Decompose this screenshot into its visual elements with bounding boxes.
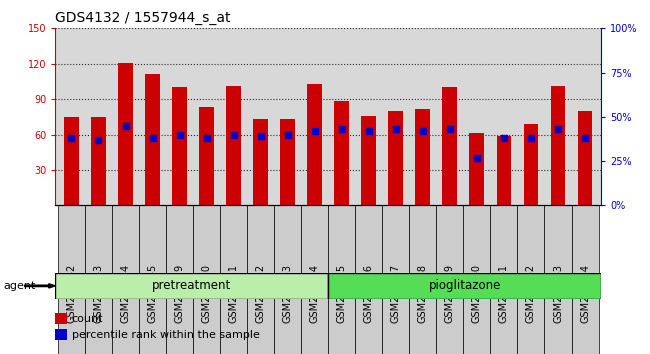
- Point: [363, 128, 374, 134]
- Point: [120, 123, 131, 129]
- Bar: [436, 205, 463, 354]
- Bar: [166, 205, 193, 354]
- Bar: [334, 102, 349, 205]
- Bar: [58, 205, 85, 354]
- Point: [337, 126, 347, 132]
- Point: [499, 135, 509, 141]
- Bar: [389, 111, 403, 205]
- Bar: [361, 116, 376, 205]
- Text: GSM201833: GSM201833: [283, 264, 292, 323]
- Point: [228, 132, 239, 137]
- Point: [445, 126, 455, 132]
- Bar: [280, 119, 295, 205]
- Bar: [469, 133, 484, 205]
- Bar: [491, 205, 517, 354]
- Point: [309, 128, 320, 134]
- Bar: [199, 107, 214, 205]
- Point: [526, 135, 536, 141]
- Text: agent: agent: [3, 281, 36, 291]
- Bar: [356, 205, 382, 354]
- Point: [580, 135, 590, 141]
- Point: [148, 135, 158, 141]
- Text: GSM201544: GSM201544: [120, 264, 131, 324]
- Bar: [112, 205, 139, 354]
- Bar: [571, 205, 599, 354]
- Text: GSM201830: GSM201830: [202, 264, 212, 323]
- Text: GSM201831: GSM201831: [229, 264, 239, 323]
- Text: GSM201542: GSM201542: [66, 264, 77, 324]
- Bar: [247, 205, 274, 354]
- Bar: [382, 205, 410, 354]
- Bar: [301, 205, 328, 354]
- Bar: [193, 205, 220, 354]
- Text: GSM201838: GSM201838: [418, 264, 428, 323]
- Point: [174, 132, 185, 137]
- Bar: [463, 205, 491, 354]
- Text: GSM201844: GSM201844: [580, 264, 590, 323]
- Bar: [443, 87, 458, 205]
- Bar: [545, 205, 571, 354]
- Text: GSM201832: GSM201832: [255, 264, 266, 324]
- Text: GSM201842: GSM201842: [526, 264, 536, 324]
- Bar: [172, 87, 187, 205]
- Bar: [415, 109, 430, 205]
- Text: GSM201543: GSM201543: [94, 264, 103, 324]
- Text: GSM201837: GSM201837: [391, 264, 401, 324]
- Bar: [91, 117, 106, 205]
- Point: [391, 126, 401, 132]
- Text: GSM201840: GSM201840: [472, 264, 482, 323]
- Bar: [410, 205, 436, 354]
- Bar: [220, 205, 247, 354]
- Bar: [328, 205, 356, 354]
- Text: GSM201545: GSM201545: [148, 264, 157, 324]
- Bar: [328, 273, 601, 299]
- Bar: [226, 86, 241, 205]
- Point: [94, 137, 104, 143]
- Text: GSM201829: GSM201829: [175, 264, 185, 324]
- Bar: [551, 86, 566, 205]
- Point: [283, 132, 293, 137]
- Text: GSM201843: GSM201843: [553, 264, 563, 323]
- Point: [66, 135, 77, 141]
- Bar: [139, 205, 166, 354]
- Bar: [517, 205, 545, 354]
- Bar: [145, 74, 160, 205]
- Text: pioglitazone: pioglitazone: [428, 279, 501, 292]
- Text: GSM201834: GSM201834: [310, 264, 320, 323]
- Bar: [307, 84, 322, 205]
- Point: [202, 135, 212, 141]
- Bar: [85, 205, 112, 354]
- Bar: [497, 136, 512, 205]
- Bar: [55, 273, 328, 299]
- Point: [255, 133, 266, 139]
- Text: GSM201836: GSM201836: [364, 264, 374, 323]
- Bar: [118, 63, 133, 205]
- Bar: [254, 119, 268, 205]
- Text: GSM201841: GSM201841: [499, 264, 509, 323]
- Text: GSM201835: GSM201835: [337, 264, 346, 324]
- Text: GDS4132 / 1557944_s_at: GDS4132 / 1557944_s_at: [55, 11, 231, 25]
- Text: GSM201839: GSM201839: [445, 264, 455, 323]
- Point: [472, 155, 482, 160]
- Bar: [578, 111, 592, 205]
- Text: count: count: [72, 314, 103, 324]
- Bar: [274, 205, 301, 354]
- Point: [418, 128, 428, 134]
- Text: percentile rank within the sample: percentile rank within the sample: [72, 330, 259, 339]
- Bar: [64, 117, 79, 205]
- Text: pretreatment: pretreatment: [152, 279, 231, 292]
- Point: [552, 126, 563, 132]
- Bar: [523, 124, 538, 205]
